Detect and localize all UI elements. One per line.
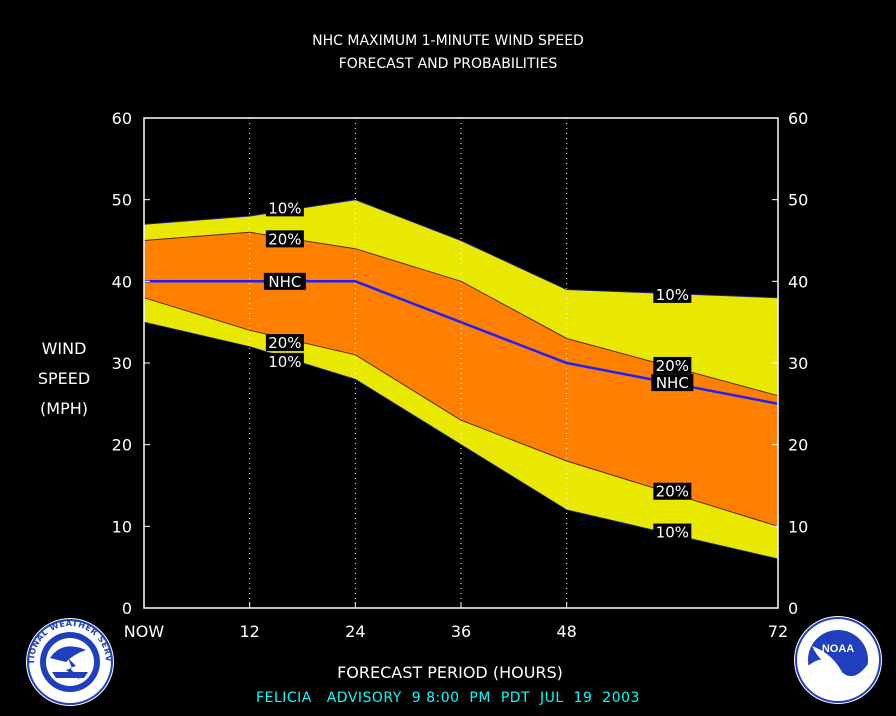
prob-label-nhc: NHC	[263, 272, 306, 291]
y-axis-label-line-2: SPEED	[38, 369, 90, 388]
prob-label-text: 20%	[656, 483, 689, 501]
prob-label-text: 20%	[268, 230, 301, 248]
series-upper-20-line	[143, 231, 779, 397]
y-tick-label-left: 10	[112, 517, 132, 536]
y-tick-label-left: 0	[122, 599, 132, 618]
y-tick-label-right: 20	[788, 436, 808, 455]
y-tick-label-left: 50	[112, 191, 132, 210]
series-nhc-line	[144, 280, 779, 406]
prob-label-10pct: 10%	[653, 523, 692, 542]
prob-label-text: 10%	[656, 524, 689, 542]
prob-label-20pct: 20%	[653, 356, 692, 375]
y-tick-label-right: 10	[788, 517, 808, 536]
x-tick-label: 48	[556, 622, 576, 641]
y-tick-label-right: 30	[788, 354, 808, 373]
prob-label-text: 20%	[656, 357, 689, 375]
y-tick-label-right: 40	[788, 272, 808, 291]
y-tick-label-left: 20	[112, 436, 132, 455]
x-axis-label: FORECAST PERIOD (HOURS)	[337, 663, 563, 682]
prob-label-text: 20%	[268, 334, 301, 352]
series-lower-20-line	[143, 297, 779, 527]
y-tick-label-left: 40	[112, 272, 132, 291]
plot-area: 0 0 10 10 20 20 30 30 40 40 50 50 60 60 NOW 12 24 36 48 72 1…	[112, 109, 809, 641]
y-tick-label-left: 60	[112, 109, 132, 128]
y-axis-label-line-3: (MPH)	[40, 399, 88, 418]
chart-subtitle: FORECAST AND PROBABILITIES	[339, 56, 558, 72]
advisory-footer: FELICIA ADVISORY 9 8:00 PM PDT JUL 19 20…	[256, 690, 640, 706]
y-tick-label-right: 60	[788, 109, 808, 128]
noaa-logo-icon: NOAA	[794, 616, 882, 704]
prob-label-text: 10%	[656, 286, 689, 304]
series-lower-10-line	[143, 321, 779, 560]
prob-label-20pct: 20%	[265, 230, 304, 248]
prob-label-text: 10%	[268, 353, 301, 371]
noaa-logo-text: NOAA	[822, 643, 854, 655]
band-20-percent	[144, 232, 778, 527]
y-tick-label-left: 30	[112, 354, 132, 373]
prob-label-text: NHC	[656, 374, 689, 392]
prob-label-text: NHC	[268, 273, 301, 291]
prob-label-10pct: 10%	[653, 285, 692, 304]
prob-label-nhc: NHC	[651, 374, 694, 392]
prob-label-10pct: 10%	[265, 199, 304, 217]
nws-logo-icon: NATIONAL WEATHER SERVICE	[26, 618, 114, 706]
y-tick-label-right: 50	[788, 191, 808, 210]
x-tick-label: 72	[768, 622, 788, 641]
x-tick-label: 24	[345, 622, 365, 641]
series-upper-10-line	[143, 199, 779, 299]
y-axis-label-line-1: WIND	[42, 339, 87, 358]
x-tick-label: NOW	[124, 622, 165, 641]
prob-label-20pct: 20%	[653, 482, 692, 501]
prob-label-20pct: 20%	[265, 334, 304, 352]
x-tick-label: 36	[451, 622, 471, 641]
prob-label-text: 10%	[268, 199, 301, 217]
x-tick-label: 12	[239, 622, 259, 641]
prob-label-10pct: 10%	[265, 352, 304, 371]
chart-title: NHC MAXIMUM 1-MINUTE WIND SPEED	[312, 33, 584, 49]
y-tick-label-right: 0	[788, 599, 798, 618]
